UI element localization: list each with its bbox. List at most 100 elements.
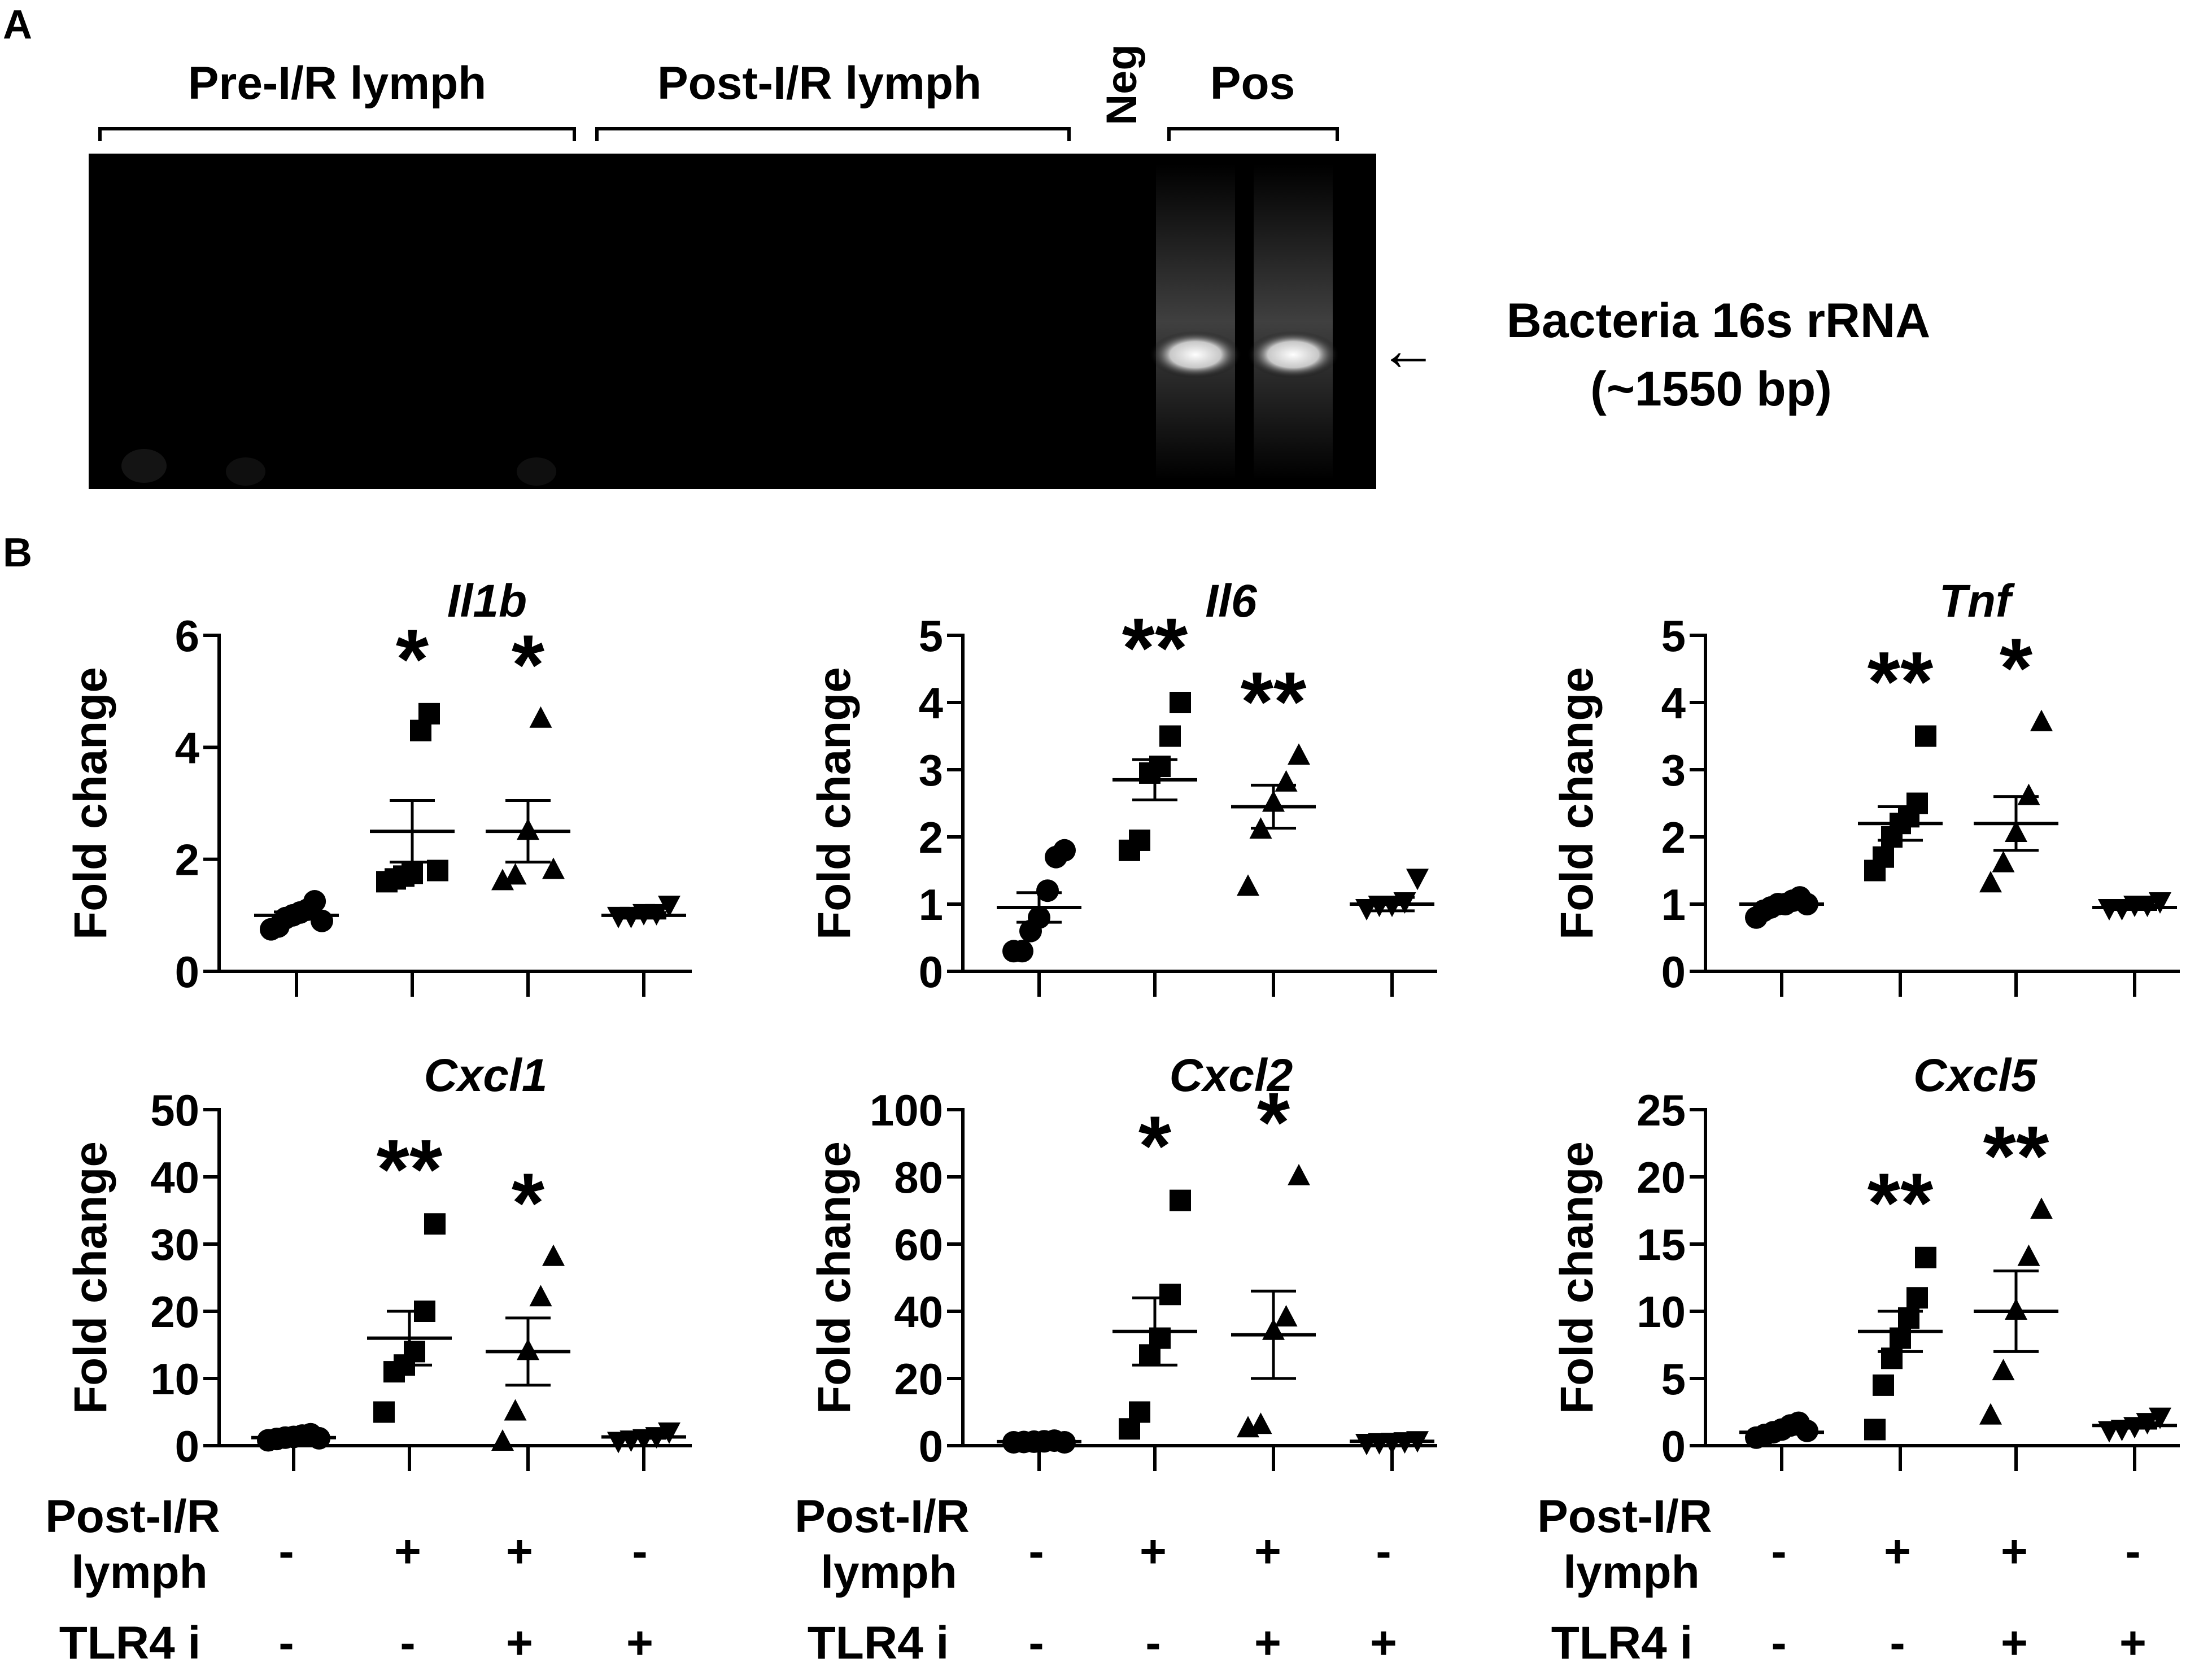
data-point bbox=[1406, 869, 1429, 891]
tlr4i-values: - - + + bbox=[278, 1617, 653, 1669]
tlr4i-label: TLR4 i bbox=[59, 1617, 201, 1669]
post-ir-label-line2: lymph bbox=[71, 1547, 207, 1598]
data-point bbox=[1170, 1189, 1191, 1211]
data-point bbox=[404, 1341, 425, 1363]
y-tick-label: 5 bbox=[919, 611, 943, 661]
data-point bbox=[1170, 692, 1191, 713]
post-ir-label-line1: Post-I/R bbox=[795, 1491, 970, 1542]
data-point bbox=[1275, 770, 1298, 792]
y-tick-label: 0 bbox=[919, 947, 943, 997]
plot-title: Il1b bbox=[447, 575, 527, 627]
y-tick-label: 4 bbox=[1661, 678, 1686, 728]
significance-label: ** bbox=[1122, 600, 1188, 695]
y-tick-label: 4 bbox=[919, 678, 943, 728]
tlr4i-values: - - + + bbox=[1028, 1617, 1397, 1669]
band-label-line2: (~1550 bp) bbox=[1590, 362, 1832, 416]
y-axis-label: Fold change bbox=[65, 667, 116, 940]
condition-value: - bbox=[632, 1526, 647, 1577]
condition-value: + bbox=[506, 1526, 533, 1577]
data-point bbox=[1011, 940, 1033, 963]
gel-image bbox=[89, 154, 1376, 489]
condition-value: + bbox=[506, 1617, 533, 1669]
y-tick-label: 30 bbox=[150, 1220, 199, 1269]
y-tick-label: 0 bbox=[1661, 947, 1686, 997]
condition-value: - bbox=[278, 1617, 294, 1669]
data-point bbox=[1864, 1419, 1886, 1441]
condition-value: - bbox=[1145, 1617, 1160, 1669]
data-point bbox=[504, 863, 527, 885]
data-point bbox=[1249, 1412, 1272, 1434]
data-point bbox=[1275, 1304, 1298, 1327]
plot-title: Cxcl1 bbox=[424, 1050, 548, 1101]
y-tick-label: 100 bbox=[870, 1085, 943, 1135]
significance-label: ** bbox=[1868, 634, 1934, 729]
panel-a-label: A bbox=[3, 2, 32, 47]
y-tick-label: 25 bbox=[1637, 1085, 1686, 1135]
group-label-pre-ir: Pre-I/R lymph bbox=[188, 58, 487, 109]
data-point bbox=[1915, 1246, 1936, 1268]
data-point bbox=[658, 896, 680, 917]
faint-spot bbox=[226, 457, 265, 486]
condition-value: - bbox=[1028, 1617, 1044, 1669]
condition-value: + bbox=[626, 1617, 653, 1669]
condition-value: + bbox=[1370, 1617, 1397, 1669]
bracket-post-ir bbox=[595, 127, 1071, 141]
dna-bands bbox=[1149, 164, 1340, 480]
y-axis-label: Fold change bbox=[1551, 667, 1603, 940]
y-tick-label: 5 bbox=[1661, 611, 1686, 661]
y-tick-label: 2 bbox=[175, 835, 199, 885]
post-ir-values: - + + - bbox=[278, 1526, 647, 1577]
scatter-plot-il6: 0 1 2 3 4 5 Il6 Fold change ** ** bbox=[809, 575, 1437, 997]
y-tick-label: 6 bbox=[175, 611, 199, 661]
panel-b-label: B bbox=[3, 530, 32, 575]
condition-value: + bbox=[1140, 1526, 1167, 1577]
y-tick-label: 0 bbox=[1661, 1421, 1686, 1471]
dna-band bbox=[1149, 331, 1242, 378]
tlr4i-label: TLR4 i bbox=[808, 1617, 949, 1669]
tlr4i-label: TLR4 i bbox=[1551, 1617, 1693, 1669]
scatter-plot-cxcl2: 0 20 40 60 80 100 Cxcl2 Fold change * * bbox=[809, 1050, 1437, 1471]
data-point bbox=[303, 890, 326, 913]
y-tick-label: 3 bbox=[1661, 745, 1686, 795]
data-point bbox=[2017, 783, 2040, 805]
data-point bbox=[1979, 871, 2002, 893]
condition-value: + bbox=[2001, 1617, 2028, 1669]
data-point bbox=[418, 703, 440, 725]
y-tick-label: 2 bbox=[919, 813, 943, 862]
data-point bbox=[491, 1429, 514, 1451]
plot-title: Cxcl5 bbox=[1913, 1050, 2038, 1101]
data-point bbox=[491, 869, 514, 891]
data-point bbox=[504, 1399, 527, 1421]
plot-title: Tnf bbox=[1939, 575, 2015, 627]
condition-table-middle: Post-I/R lymph TLR4 i - + + - - - + + bbox=[795, 1491, 1397, 1669]
y-axis-label: Fold change bbox=[1551, 1141, 1603, 1414]
y-tick-label: 1 bbox=[919, 880, 943, 930]
condition-value: + bbox=[2001, 1526, 2028, 1577]
data-point bbox=[542, 857, 565, 879]
condition-value: + bbox=[1254, 1617, 1281, 1669]
condition-table-right: Post-I/R lymph TLR4 i - + + - - - + + bbox=[1537, 1491, 2146, 1669]
post-ir-label-line2: lymph bbox=[821, 1547, 957, 1598]
dna-band bbox=[1247, 331, 1340, 378]
data-point bbox=[402, 862, 423, 884]
condition-value: + bbox=[1884, 1526, 1911, 1577]
data-point bbox=[1053, 839, 1076, 862]
significance-label: ** bbox=[1983, 1109, 2049, 1203]
tlr4i-values: - - + + bbox=[1771, 1617, 2146, 1669]
data-point bbox=[1288, 743, 1310, 765]
data-point bbox=[1906, 1287, 1928, 1309]
y-tick-label: 0 bbox=[175, 947, 199, 997]
data-point bbox=[1906, 792, 1928, 814]
data-point bbox=[542, 1244, 565, 1266]
data-point bbox=[373, 1401, 395, 1423]
condition-value: - bbox=[1890, 1617, 1905, 1669]
plot-title: Cxcl2 bbox=[1170, 1050, 1293, 1101]
y-tick-label: 3 bbox=[919, 745, 943, 795]
y-tick-label: 0 bbox=[175, 1421, 199, 1471]
faint-spot bbox=[517, 457, 556, 486]
post-ir-label-line1: Post-I/R bbox=[1537, 1491, 1712, 1542]
data-point bbox=[1237, 874, 1259, 896]
condition-value: - bbox=[278, 1526, 294, 1577]
